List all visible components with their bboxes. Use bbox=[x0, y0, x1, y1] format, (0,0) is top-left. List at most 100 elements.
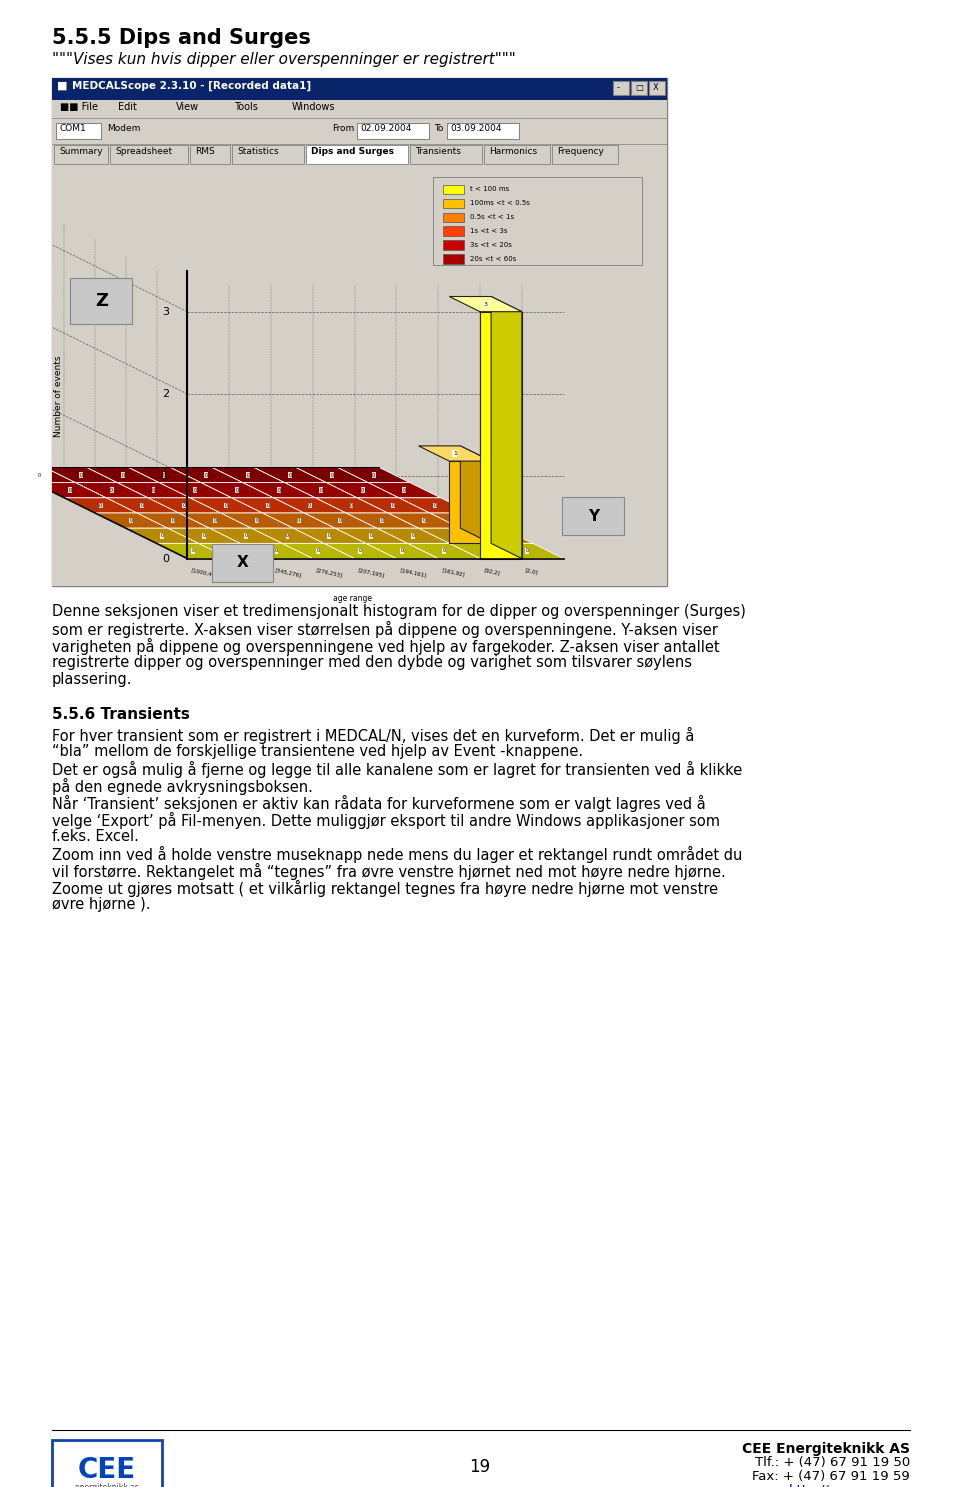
Bar bbox=[357, 123, 429, 138]
Bar bbox=[649, 80, 665, 95]
Polygon shape bbox=[326, 483, 398, 498]
Text: [161,92]: [161,92] bbox=[442, 567, 466, 577]
Polygon shape bbox=[262, 513, 335, 528]
Text: 0: 0 bbox=[80, 473, 83, 477]
Text: Denne seksjonen viser et tredimensjonalt histogram for de dipper og overspenning: Denne seksjonen viser et tredimensjonalt… bbox=[52, 604, 746, 619]
Text: 0: 0 bbox=[235, 488, 239, 492]
Text: Det er også mulig å fjerne og legge til alle kanalene som er lagret for transien: Det er også mulig å fjerne og legge til … bbox=[52, 761, 742, 778]
Text: age range: age range bbox=[332, 595, 372, 604]
Text: 3: 3 bbox=[162, 306, 169, 317]
Text: 0: 0 bbox=[297, 517, 300, 523]
Text: 100ms <t < 0.5s: 100ms <t < 0.5s bbox=[470, 201, 530, 207]
Text: som er registrerte. X-aksen viser størrelsen på dippene og overspenningene. Y-ak: som er registrerte. X-aksen viser større… bbox=[52, 622, 718, 638]
Polygon shape bbox=[293, 528, 366, 543]
Bar bbox=[52, 100, 667, 117]
Polygon shape bbox=[212, 467, 284, 483]
Bar bbox=[447, 123, 519, 138]
Bar bbox=[52, 1439, 162, 1487]
Text: t < 100 ms: t < 100 ms bbox=[470, 186, 510, 192]
Text: 0: 0 bbox=[247, 473, 250, 477]
Polygon shape bbox=[284, 483, 357, 498]
Text: 0: 0 bbox=[266, 503, 270, 509]
Bar bbox=[232, 146, 304, 164]
Polygon shape bbox=[304, 513, 376, 528]
Bar bbox=[52, 77, 667, 100]
Text: 2: 2 bbox=[161, 390, 169, 399]
Polygon shape bbox=[190, 498, 262, 513]
Text: 0: 0 bbox=[422, 517, 425, 523]
Text: ■■ File: ■■ File bbox=[60, 103, 98, 112]
Text: varigheten på dippene og overspenningene ved hjelp av fargekoder. Z-aksen viser : varigheten på dippene og overspenningene… bbox=[52, 638, 720, 654]
Text: For hver transient som er registrert i MEDCAL/N, vises det en kurveform. Det er : For hver transient som er registrert i M… bbox=[52, 727, 694, 744]
Polygon shape bbox=[201, 483, 274, 498]
Bar bbox=[443, 199, 464, 208]
Bar bbox=[613, 80, 629, 95]
Polygon shape bbox=[95, 513, 168, 528]
Text: 0: 0 bbox=[244, 534, 248, 538]
Text: 0: 0 bbox=[152, 488, 155, 492]
Text: 1s <t < 3s: 1s <t < 3s bbox=[470, 228, 508, 233]
Polygon shape bbox=[449, 461, 492, 543]
Text: vil forstørre. Rektangelet må “tegnes” fra øvre venstre hjørnet ned mot høyre ne: vil forstørre. Rektangelet må “tegnes” f… bbox=[52, 862, 726, 880]
Text: 0: 0 bbox=[412, 534, 415, 538]
Bar bbox=[54, 146, 108, 164]
Text: From: From bbox=[332, 123, 354, 132]
Polygon shape bbox=[252, 528, 324, 543]
Text: [276,253]: [276,253] bbox=[316, 567, 344, 577]
Polygon shape bbox=[492, 543, 564, 559]
Polygon shape bbox=[324, 543, 396, 559]
Text: på den egnede avkrysningsboksen.: på den egnede avkrysningsboksen. bbox=[52, 778, 313, 796]
Polygon shape bbox=[480, 312, 522, 559]
Polygon shape bbox=[156, 543, 229, 559]
Text: 0: 0 bbox=[194, 488, 197, 492]
Bar bbox=[52, 77, 667, 586]
Text: plassering.: plassering. bbox=[52, 672, 132, 687]
Text: X: X bbox=[237, 555, 249, 571]
Polygon shape bbox=[253, 467, 326, 483]
Polygon shape bbox=[168, 528, 240, 543]
Text: Frequency: Frequency bbox=[557, 147, 604, 156]
Text: [207,195]: [207,195] bbox=[358, 567, 385, 577]
Text: 0: 0 bbox=[372, 473, 375, 477]
Text: 1: 1 bbox=[453, 451, 457, 457]
Text: Dips and Surges: Dips and Surges bbox=[311, 147, 394, 156]
Text: [92,2]: [92,2] bbox=[483, 567, 500, 575]
Text: 0: 0 bbox=[204, 473, 208, 477]
Text: 0: 0 bbox=[392, 503, 395, 509]
Text: 0: 0 bbox=[465, 517, 468, 523]
Text: Tlf.: + (47) 67 91 19 50: Tlf.: + (47) 67 91 19 50 bbox=[755, 1456, 910, 1469]
Bar bbox=[410, 146, 482, 164]
Text: 0: 0 bbox=[163, 473, 166, 477]
Text: 0.5s <t < 1s: 0.5s <t < 1s bbox=[470, 214, 515, 220]
Text: CEE Energiteknikk AS: CEE Energiteknikk AS bbox=[742, 1442, 910, 1456]
Text: 0: 0 bbox=[275, 549, 278, 553]
Text: Y: Y bbox=[588, 509, 599, 523]
Text: 02.09.2004: 02.09.2004 bbox=[360, 123, 412, 132]
Text: velge ‘Export’ på Fil-menyen. Dette muliggjør eksport til andre Windows applikas: velge ‘Export’ på Fil-menyen. Dette muli… bbox=[52, 812, 720, 830]
Text: 20s <t < 60s: 20s <t < 60s bbox=[470, 256, 516, 262]
Text: Windows: Windows bbox=[292, 103, 335, 112]
Text: Harmonics: Harmonics bbox=[489, 147, 538, 156]
Text: 0: 0 bbox=[319, 488, 323, 492]
Bar bbox=[52, 164, 667, 586]
Polygon shape bbox=[76, 483, 148, 498]
Bar bbox=[443, 241, 464, 250]
Text: View: View bbox=[176, 103, 199, 112]
Polygon shape bbox=[368, 483, 441, 498]
Bar bbox=[212, 544, 274, 581]
Bar bbox=[433, 177, 642, 265]
Text: øvre hjørne ).: øvre hjørne ). bbox=[52, 897, 151, 912]
Text: 0: 0 bbox=[330, 473, 333, 477]
Polygon shape bbox=[199, 543, 271, 559]
Polygon shape bbox=[419, 528, 492, 543]
Polygon shape bbox=[240, 543, 313, 559]
Text: 0: 0 bbox=[110, 488, 113, 492]
Text: Når ‘Transient’ seksjonen er aktiv kan rådata for kurveformene som er valgt lagr: Når ‘Transient’ seksjonen er aktiv kan r… bbox=[52, 796, 706, 812]
Polygon shape bbox=[296, 467, 368, 483]
Bar bbox=[52, 117, 667, 144]
Text: 03.09.2004: 03.09.2004 bbox=[450, 123, 501, 132]
Text: 5.5.5 Dips and Surges: 5.5.5 Dips and Surges bbox=[52, 28, 311, 48]
Text: [194,161]: [194,161] bbox=[399, 567, 427, 577]
Text: [2,0]: [2,0] bbox=[525, 567, 539, 574]
Polygon shape bbox=[159, 483, 231, 498]
